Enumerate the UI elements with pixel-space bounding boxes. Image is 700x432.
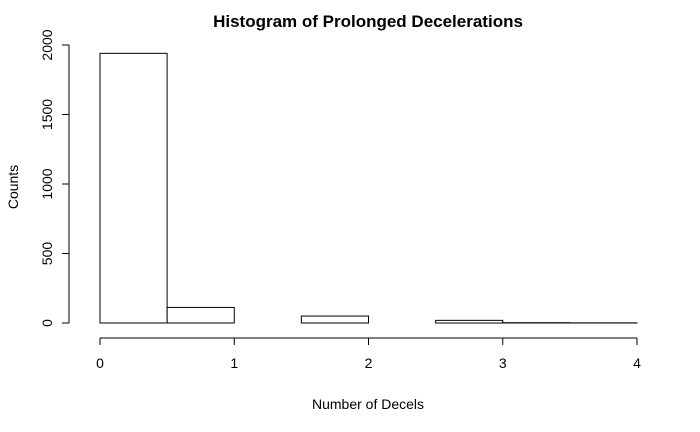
y-axis: 0 500 1000 1500 2000 <box>39 29 70 327</box>
y-tick-label-3: 1500 <box>39 99 55 130</box>
x-tick-label-4: 4 <box>633 355 641 371</box>
y-axis-label: Counts <box>5 165 21 209</box>
histogram-bar-0 <box>99 52 168 324</box>
y-tick-label-0: 0 <box>39 319 55 327</box>
chart-title: Histogram of Prolonged Decelerations <box>213 12 523 31</box>
x-tick-label-2: 2 <box>365 355 373 371</box>
x-axis: 0 1 2 3 4 <box>96 337 641 371</box>
y-tick-label-4: 2000 <box>39 29 55 60</box>
x-tick-label-1: 1 <box>230 355 238 371</box>
y-tick-label-1: 500 <box>39 242 55 266</box>
histogram-bar-3 <box>300 315 369 324</box>
histogram-bar-5 <box>435 319 504 324</box>
histogram-bars <box>99 52 638 324</box>
x-axis-label: Number of Decels <box>312 396 424 412</box>
histogram-bar-1 <box>166 306 235 324</box>
x-tick-label-0: 0 <box>96 355 104 371</box>
x-tick-label-3: 3 <box>499 355 507 371</box>
y-tick-label-2: 1000 <box>39 168 55 199</box>
